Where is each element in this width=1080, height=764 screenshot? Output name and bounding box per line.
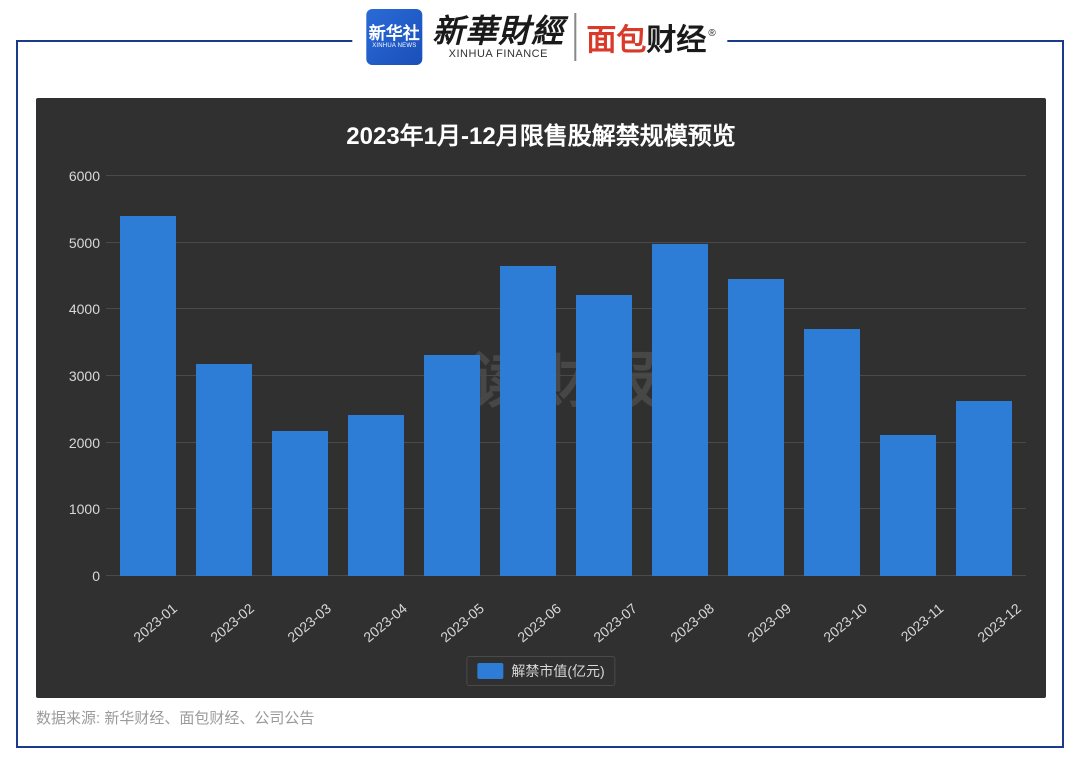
x-label-slot: 2023-07 (566, 580, 643, 640)
y-tick-label: 4000 (56, 301, 100, 317)
bar-slot (794, 176, 870, 576)
x-tick-label: 2023-06 (514, 600, 564, 645)
y-tick-label: 6000 (56, 168, 100, 184)
bar-slot (566, 176, 642, 576)
mianbao-red: 面包 (586, 15, 646, 59)
x-tick-label: 2023-08 (667, 600, 717, 645)
bar (804, 329, 860, 576)
bar-slot (414, 176, 490, 576)
xinhua-badge-cn: 新华社 (369, 25, 420, 43)
chart-title: 2023年1月-12月限售股解禁规模预览 (36, 98, 1046, 151)
bar (728, 279, 784, 576)
data-source-text: 数据来源: 新华财经、面包财经、公司公告 (36, 707, 314, 728)
bar (880, 435, 936, 576)
y-tick-label: 5000 (56, 235, 100, 251)
x-label-slot: 2023-08 (643, 580, 720, 640)
x-tick-label: 2023-07 (591, 600, 641, 645)
x-tick-label: 2023-09 (744, 600, 794, 645)
bar (652, 244, 708, 576)
x-label-slot: 2023-01 (106, 580, 183, 640)
x-tick-label: 2023-12 (974, 600, 1024, 645)
bar (272, 431, 328, 576)
x-tick-label: 2023-10 (821, 600, 871, 645)
y-tick-label: 0 (56, 568, 100, 584)
header-logos: 新华社 XINHUA NEWS 新華財經 XINHUA FINANCE 面包 财… (352, 2, 727, 72)
legend: 解禁市值(亿元) (466, 656, 615, 686)
bar (500, 266, 556, 576)
x-label-slot: 2023-06 (489, 580, 566, 640)
bar-slot (110, 176, 186, 576)
bar-slot (870, 176, 946, 576)
bar (196, 364, 252, 576)
mianbao-black: 财经 (646, 15, 706, 59)
x-label-slot: 2023-09 (719, 580, 796, 640)
bar (956, 401, 1012, 576)
bar-slot (642, 176, 718, 576)
bar-slot (262, 176, 338, 576)
logo-divider (574, 13, 576, 61)
plot-area: 读财报 0100020003000400050006000 (106, 176, 1026, 576)
bar-slot (718, 176, 794, 576)
legend-label: 解禁市值(亿元) (511, 661, 604, 681)
bar (424, 355, 480, 576)
x-label-slot: 2023-10 (796, 580, 873, 640)
xinhua-finance-cn: 新華財經 (432, 15, 564, 47)
x-label-slot: 2023-05 (413, 580, 490, 640)
x-label-slot: 2023-03 (259, 580, 336, 640)
xinhua-finance-logo: 新華財經 XINHUA FINANCE (432, 15, 564, 60)
x-tick-label: 2023-05 (437, 600, 487, 645)
registered-mark: ® (708, 28, 715, 39)
x-tick-label: 2023-04 (361, 600, 411, 645)
x-tick-label: 2023-01 (131, 600, 181, 645)
xinhua-badge-en: XINHUA NEWS (372, 43, 416, 49)
bar-slot (946, 176, 1022, 576)
xinhua-finance-en: XINHUA FINANCE (449, 49, 548, 60)
bar-slot (490, 176, 566, 576)
y-tick-label: 3000 (56, 368, 100, 384)
x-axis-labels: 2023-012023-022023-032023-042023-052023-… (106, 580, 1026, 640)
x-label-slot: 2023-12 (949, 580, 1026, 640)
mianbao-finance-logo: 面包 财经 ® (586, 15, 713, 59)
bar (348, 415, 404, 576)
x-label-slot: 2023-02 (183, 580, 260, 640)
bar (120, 216, 176, 576)
y-tick-label: 1000 (56, 501, 100, 517)
bar (576, 295, 632, 576)
chart-panel: 2023年1月-12月限售股解禁规模预览 读财报 010002000300040… (36, 98, 1046, 698)
x-label-slot: 2023-04 (336, 580, 413, 640)
x-tick-label: 2023-03 (284, 600, 334, 645)
x-tick-label: 2023-02 (207, 600, 257, 645)
x-label-slot: 2023-11 (873, 580, 950, 640)
xinhua-news-badge-icon: 新华社 XINHUA NEWS (366, 9, 422, 65)
legend-swatch-icon (477, 663, 503, 679)
bar-slot (338, 176, 414, 576)
y-tick-label: 2000 (56, 435, 100, 451)
bars-container (106, 176, 1026, 576)
bar-slot (186, 176, 262, 576)
content-frame: 2023年1月-12月限售股解禁规模预览 读财报 010002000300040… (16, 40, 1064, 748)
x-tick-label: 2023-11 (898, 600, 947, 645)
